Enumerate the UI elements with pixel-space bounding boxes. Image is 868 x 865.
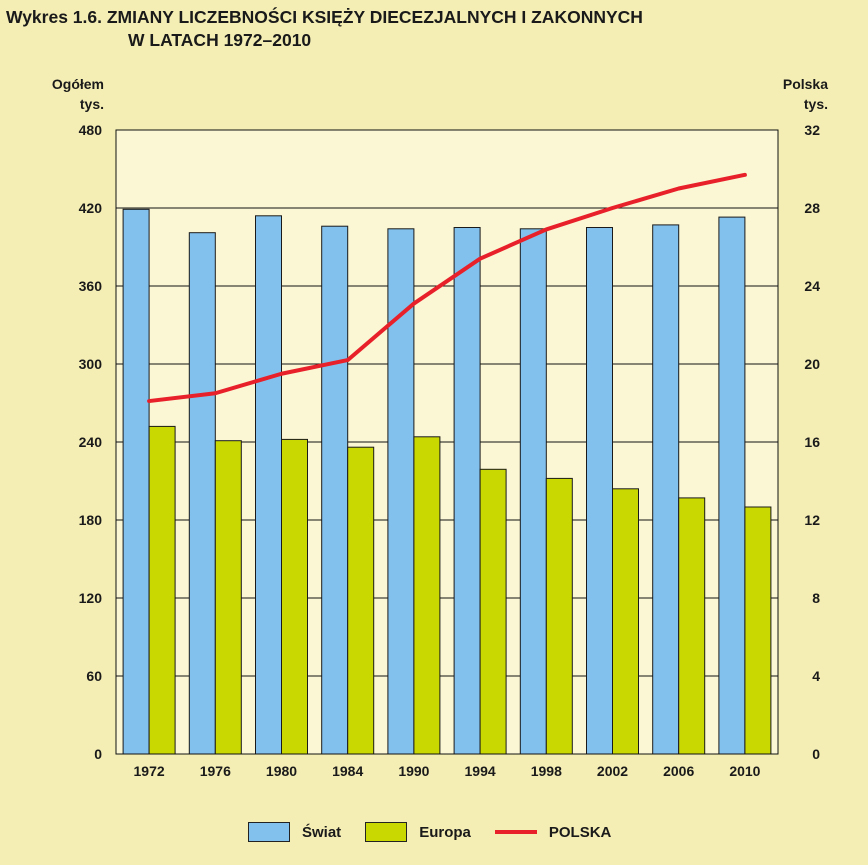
- legend-item-polska: POLSKA: [494, 823, 612, 841]
- legend-item-europa: Europa: [365, 822, 471, 842]
- x-tick-label: 2002: [597, 763, 628, 779]
- y-left-tick-label: 300: [79, 356, 103, 372]
- bar-europa: [678, 497, 706, 755]
- y-right-tick-label: 28: [804, 200, 820, 216]
- bar-swiat: [321, 225, 349, 755]
- y-right-tick-label: 12: [804, 512, 820, 528]
- bar-swiat: [188, 232, 216, 755]
- right-axis-caption: Polska tys.: [772, 74, 828, 114]
- bar-swiat: [519, 228, 547, 755]
- x-tick-label: 1994: [465, 763, 496, 779]
- x-tick-label: 1990: [398, 763, 429, 779]
- legend-label-europa: Europa: [419, 823, 471, 841]
- x-tick-label: 1976: [200, 763, 231, 779]
- bar-swiat: [255, 215, 282, 755]
- bar-europa: [281, 438, 308, 755]
- bar-swiat: [453, 227, 481, 755]
- y-right-tick-label: 8: [812, 590, 820, 606]
- bar-europa: [413, 436, 441, 755]
- left-axis-caption-line1: Ogółem: [51, 76, 104, 92]
- y-right-tick-label: 24: [804, 278, 820, 294]
- right-axis-caption-line1: Polska: [782, 76, 828, 92]
- left-axis-caption: Ogółem tys.: [48, 74, 104, 114]
- bar-swiat: [122, 208, 150, 755]
- bar-swiat: [718, 216, 746, 755]
- line-polska: [147, 172, 747, 404]
- x-tick-label: 1998: [531, 763, 562, 779]
- bar-europa: [347, 446, 375, 755]
- bar-europa: [744, 506, 772, 755]
- left-axis-caption-line2: tys.: [79, 96, 104, 112]
- y-right-tick-label: 20: [804, 356, 820, 372]
- chart-title-line1: Wykres 1.6. ZMIANY LICZEBNOŚCI KSIĘŻY DI…: [6, 7, 643, 27]
- y-right-tick-label: 4: [812, 668, 820, 684]
- x-tick-label: 2006: [663, 763, 694, 779]
- bar-swiat: [652, 224, 680, 755]
- legend-item-swiat: Świat: [248, 822, 341, 842]
- x-tick-label: 1972: [134, 763, 165, 779]
- x-tick-label: 1984: [332, 763, 363, 779]
- bar-europa: [148, 425, 176, 755]
- y-left-tick-label: 480: [79, 122, 103, 138]
- bar-swiat: [586, 227, 613, 755]
- legend: Świat Europa POLSKA: [248, 822, 635, 842]
- x-tick-label: 1980: [266, 763, 297, 779]
- y-right-tick-label: 32: [804, 122, 820, 138]
- bar-europa: [479, 468, 507, 755]
- right-axis-caption-line2: tys.: [803, 96, 828, 112]
- legend-label-polska: POLSKA: [548, 823, 612, 841]
- y-left-tick-label: 60: [86, 668, 102, 684]
- x-tick-label: 2010: [729, 763, 760, 779]
- y-right-tick-label: 16: [804, 434, 820, 450]
- y-left-tick-label: 120: [79, 590, 103, 606]
- y-right-tick-label: 0: [812, 746, 820, 762]
- bar-europa: [214, 440, 242, 755]
- chart-title: Wykres 1.6. ZMIANY LICZEBNOŚCI KSIĘŻY DI…: [6, 6, 643, 52]
- legend-label-swiat: Świat: [302, 823, 342, 841]
- y-left-tick-label: 180: [79, 512, 103, 528]
- chart-title-line2: W LATACH 1972–2010: [128, 30, 312, 50]
- bar-europa: [545, 477, 573, 755]
- plot-border: [115, 129, 779, 755]
- legend-swatch-europa: [365, 822, 408, 842]
- y-left-tick-label: 420: [79, 200, 103, 216]
- legend-swatch-swiat: [248, 822, 290, 842]
- y-left-tick-label: 240: [79, 434, 103, 450]
- y-left-tick-label: 0: [94, 746, 102, 762]
- bar-europa: [612, 488, 639, 755]
- y-left-tick-label: 360: [79, 278, 103, 294]
- legend-swatch-polska: [494, 830, 537, 834]
